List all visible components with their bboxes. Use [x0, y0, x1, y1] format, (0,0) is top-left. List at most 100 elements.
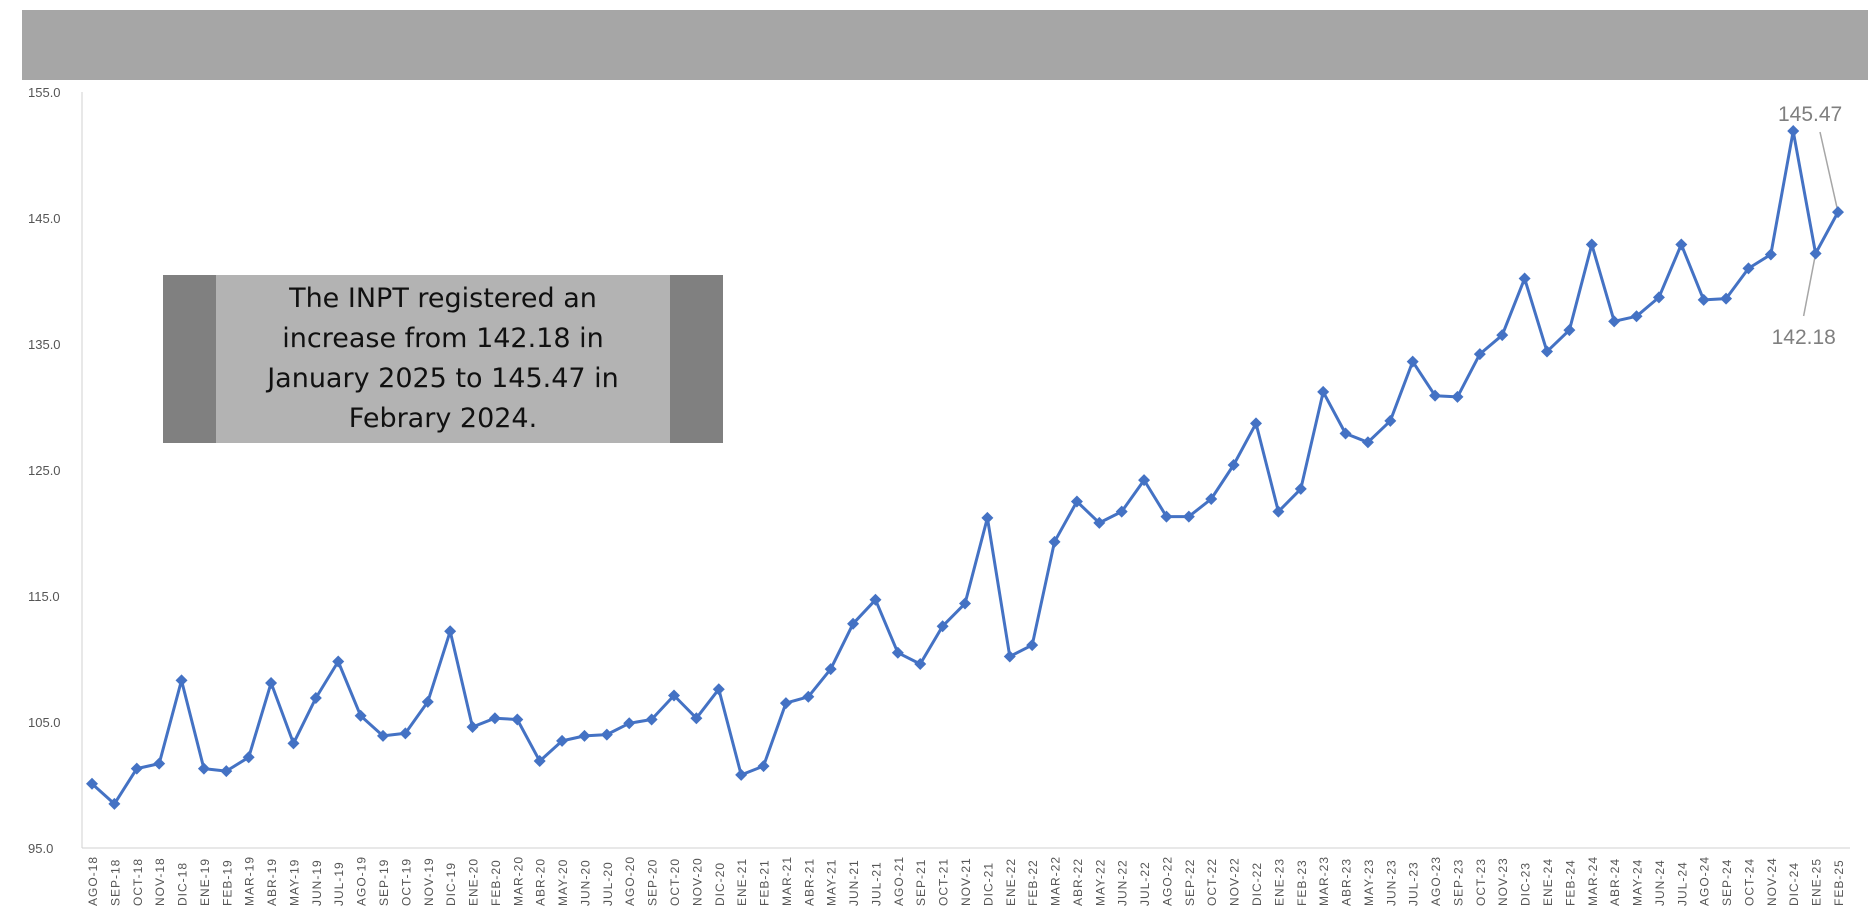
- x-tick-label: JUL-24: [1675, 861, 1689, 906]
- data-point: [421, 695, 434, 708]
- data-point: [779, 697, 792, 710]
- data-point: [735, 768, 748, 781]
- data-label: 142.18: [1772, 326, 1836, 349]
- x-tick-label: JUL-20: [601, 861, 615, 906]
- data-point: [1026, 639, 1039, 652]
- x-tick-label: OCT-22: [1205, 858, 1219, 906]
- data-point: [1451, 390, 1464, 403]
- data-point: [108, 797, 121, 810]
- data-point: [1160, 510, 1173, 523]
- data-point: [1317, 385, 1330, 398]
- x-tick-label: DIC-23: [1519, 862, 1533, 906]
- data-point: [1720, 292, 1733, 305]
- x-tick-label: SEP-18: [108, 859, 122, 906]
- data-point: [265, 676, 278, 689]
- x-tick-label: NOV-23: [1496, 857, 1510, 906]
- x-tick-label: AGO-21: [892, 856, 906, 906]
- x-tick-label: ABR-22: [1071, 858, 1085, 906]
- data-point: [130, 762, 143, 775]
- x-tick-label: JUL-22: [1138, 861, 1152, 906]
- x-tick-label: ENE-24: [1541, 858, 1555, 906]
- x-tick-label: AGO-24: [1698, 856, 1712, 906]
- data-label: 145.47: [1778, 103, 1842, 126]
- data-point: [959, 597, 971, 610]
- x-tick-label: MAR-24: [1586, 856, 1600, 906]
- x-tick-label: OCT-21: [937, 858, 951, 906]
- x-tick-label: OCT-18: [131, 858, 145, 906]
- x-tick-label: SEP-22: [1183, 859, 1197, 906]
- x-tick-label: MAR-22: [1049, 856, 1063, 906]
- data-point: [981, 511, 994, 524]
- x-tick-label: JUN-19: [310, 859, 324, 906]
- x-tick-label: ABR-23: [1340, 858, 1354, 906]
- data-point: [802, 690, 815, 703]
- data-point: [220, 765, 233, 778]
- x-tick-label: SEP-21: [914, 859, 928, 906]
- data-point: [645, 713, 658, 726]
- data-point: [1518, 272, 1531, 285]
- x-tick-label: OCT-23: [1474, 858, 1488, 906]
- data-point: [1406, 355, 1419, 368]
- data-point: [690, 712, 703, 725]
- x-tick-label: JUN-22: [1116, 859, 1130, 906]
- x-tick-label: JUL-21: [869, 861, 883, 906]
- data-point: [712, 683, 725, 696]
- x-tick-label: OCT-20: [668, 858, 682, 906]
- x-tick-label: MAR-19: [243, 856, 257, 906]
- y-tick-label: 105.0: [28, 715, 61, 730]
- data-point: [1003, 650, 1016, 663]
- x-tick-label: ABR-20: [534, 858, 548, 906]
- data-point: [1361, 436, 1374, 449]
- data-point: [1787, 125, 1800, 138]
- data-point: [757, 760, 770, 773]
- data-point: [377, 729, 389, 742]
- x-tick-label: NOV-18: [153, 857, 167, 906]
- x-tick-label: AGO-18: [86, 856, 100, 906]
- data-point: [1541, 345, 1553, 358]
- data-point: [1138, 474, 1151, 487]
- data-point: [1115, 505, 1128, 518]
- x-tick-label: ABR-21: [802, 858, 816, 906]
- x-tick-label: AGO-23: [1429, 856, 1443, 906]
- x-tick-label: MAY-23: [1362, 859, 1376, 906]
- data-point: [824, 663, 837, 676]
- data-point: [914, 658, 927, 671]
- x-tick-labels: AGO-18 SEP-18 OCT-18 NOV-18 DIC-18 ENE-19 FEB-…: [86, 856, 1846, 906]
- x-tick-label: FEB-21: [758, 859, 772, 906]
- data-point: [847, 617, 860, 630]
- annotation-leader-lines: [1802, 131, 1839, 317]
- x-tick-label: DIC-22: [1250, 862, 1264, 906]
- x-tick-label: FEB-24: [1563, 859, 1577, 906]
- data-point: [1070, 495, 1083, 508]
- data-point: [1742, 262, 1755, 275]
- data-point: [1563, 324, 1576, 337]
- data-point: [623, 717, 636, 730]
- x-tick-label: OCT-24: [1742, 858, 1756, 906]
- x-tick-label: ABR-24: [1608, 858, 1622, 906]
- x-tick-label: FEB-25: [1832, 859, 1846, 906]
- x-tick-label: SEP-24: [1720, 859, 1734, 906]
- x-tick-label: JUL-23: [1407, 861, 1421, 906]
- y-tick-label: 115.0: [28, 589, 60, 604]
- data-point: [600, 728, 613, 741]
- data-point: [1384, 414, 1397, 427]
- y-tick-label: 155.0: [28, 85, 61, 100]
- data-point: [175, 674, 188, 687]
- y-tick-label: 145.0: [28, 211, 61, 226]
- data-point: [556, 734, 569, 747]
- x-tick-label: DIC-18: [176, 862, 190, 906]
- callout-text: The INPT registered an increase from 142…: [267, 283, 619, 434]
- data-point: [1697, 293, 1710, 306]
- data-point: [466, 721, 479, 734]
- data-point: [1250, 417, 1262, 430]
- data-point: [869, 593, 882, 606]
- data-point: [1832, 206, 1844, 219]
- x-tick-label: DIC-19: [444, 862, 458, 906]
- x-tick-label: NOV-22: [1228, 857, 1242, 906]
- data-point: [399, 727, 412, 740]
- x-tick-label: NOV-20: [690, 857, 704, 906]
- x-tick-label: MAY-19: [287, 859, 301, 906]
- x-tick-label: MAY-24: [1631, 859, 1645, 906]
- data-point: [153, 757, 166, 770]
